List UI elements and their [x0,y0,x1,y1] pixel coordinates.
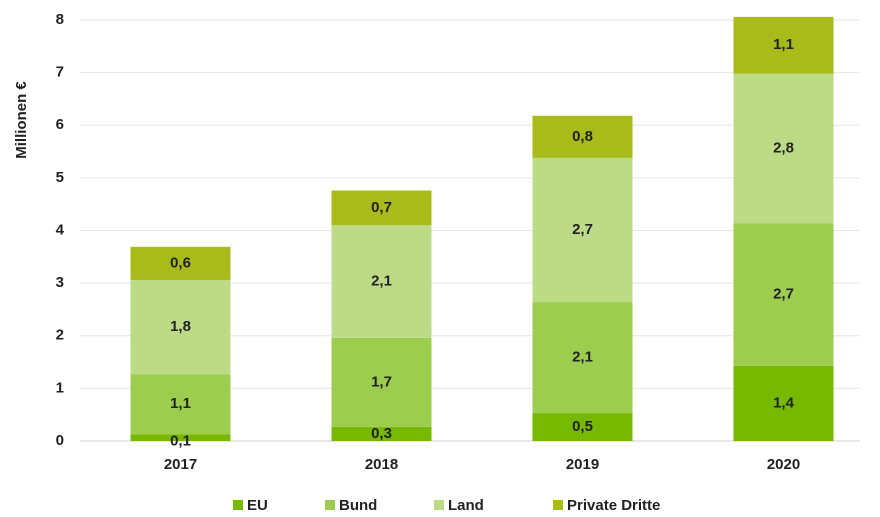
legend-label: Land [448,497,484,514]
legend-label: Bund [339,497,377,514]
bar-segment [130,374,231,435]
data-label: 1,7 [371,373,392,390]
data-label: 0,8 [572,128,593,145]
x-tick-label: 2020 [767,456,800,473]
data-label: 1,1 [170,395,191,412]
data-label: 1,8 [170,318,191,335]
x-tick-label: 2019 [566,456,599,473]
legend-swatch [325,500,335,510]
x-tick-label: 2017 [164,456,197,473]
data-label: 1,4 [773,394,795,411]
bar-segment [532,115,633,158]
y-tick-label: 4 [56,221,65,238]
bar-segment [532,302,633,414]
data-label: 2,1 [371,273,392,290]
bar-segment [532,413,633,441]
bar-segment [733,73,834,224]
legend-swatch [233,500,243,510]
data-label: 0,1 [170,433,191,450]
data-label: 2,8 [773,139,794,156]
legend-swatch [553,500,563,510]
y-tick-label: 3 [56,274,64,291]
data-label: 0,3 [371,425,392,442]
data-label: 0,5 [572,418,593,435]
data-label: 0,7 [371,199,392,216]
bar-segment [130,246,231,280]
bar-segment [733,16,834,74]
bar-segment [331,190,432,226]
bar-segment [331,426,432,441]
bar-segment [733,223,834,366]
data-label: 2,1 [572,349,593,366]
y-tick-label: 7 [56,64,64,81]
bar-segment [331,337,432,427]
bar-segment [532,157,633,303]
bar-segment [733,365,834,441]
y-tick-label: 1 [56,379,64,396]
y-tick-label: 6 [56,116,64,133]
y-axis-label: Millionen € [13,81,30,159]
x-tick-label: 2018 [365,456,398,473]
data-label: 0,6 [170,254,191,271]
legend-swatch [434,500,444,510]
bar-segment [130,279,231,375]
data-label: 2,7 [773,285,794,302]
bar-segment [130,434,231,441]
legend-label: Private Dritte [567,497,660,514]
y-tick-label: 0 [56,432,64,449]
y-tick-label: 8 [56,11,64,28]
legend-label: EU [247,497,268,514]
y-tick-label: 2 [56,327,64,344]
data-label: 1,1 [773,36,794,53]
y-tick-label: 5 [56,169,64,186]
data-label: 2,7 [572,221,593,238]
bar-segment [331,225,432,338]
